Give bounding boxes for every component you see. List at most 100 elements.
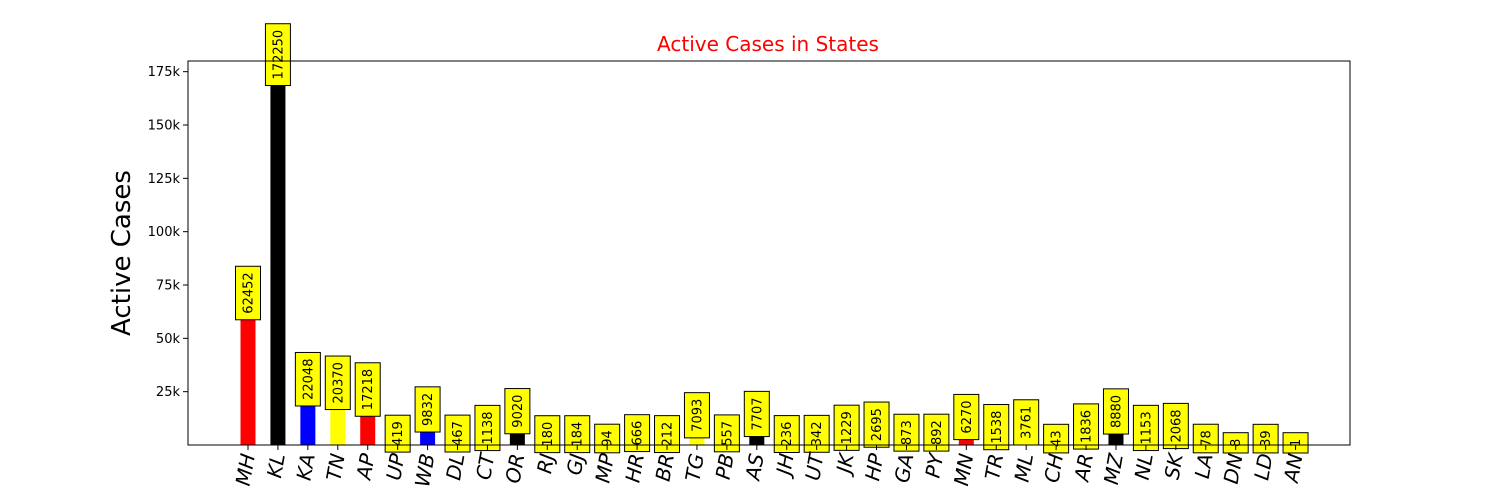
y-tick-label: 175k [148,65,181,80]
x-tick-label: TR [980,452,1008,482]
data-label: 9832 [421,393,436,426]
data-label: 8 [1229,439,1244,447]
x-tick-label: PY [920,450,948,480]
data-label: 3761 [1020,406,1035,439]
data-label: 419 [391,421,406,446]
data-label-box [264,23,291,87]
data-label: 6270 [960,400,975,433]
x-tick-label: JH [771,452,799,481]
y-tick-label: 50k [156,332,181,347]
data-label: 873 [900,420,915,445]
x-tick-label: GA [890,452,919,485]
x-tick-label: CT [471,450,499,482]
data-label: 1 [1289,439,1304,447]
y-tick-label: 75k [156,279,181,294]
x-tick-label: DL [441,452,469,482]
x-tick-label: RJ [532,452,559,476]
x-tick-label: DN [1219,452,1248,486]
plot-frame [187,60,1351,446]
bar-ap [360,408,376,445]
y-tick-label: 25k [156,385,181,400]
x-tick-label: LA [1190,452,1218,481]
x-tick-label: PB [711,452,739,482]
x-tick-label: MH [231,452,260,488]
data-label: 467 [451,421,466,446]
data-label: 9020 [511,395,526,428]
data-label: 2695 [870,408,885,441]
x-tick-label: UP [381,451,409,482]
x-tick-label: JK [831,450,859,479]
data-label: 43 [1050,430,1065,447]
data-label-box [683,392,710,439]
data-label: 78 [1199,430,1214,447]
x-tick-label: SK [1160,450,1188,481]
data-label-box [1222,432,1249,454]
data-label: 1153 [1139,411,1154,444]
y-tick-label: 150k [148,119,181,134]
x-axis: MH KL KA TN AP UP WB DL CT OR RJ GJ MP HR BR TG PB AS JH UT… [231,445,1308,489]
data-label-box [1102,388,1129,435]
y-tick-label: 125k [148,172,181,187]
x-tick-label: GJ [562,452,589,477]
data-label: 180 [541,422,556,447]
data-label-box [953,393,980,441]
data-label-box [743,390,770,438]
data-label: 666 [631,421,646,446]
data-label: 62452 [242,272,257,313]
data-label-box [1282,432,1309,454]
data-labels: 62452 172250 22048 20370 17218 419 9832 467 1138… [235,23,1309,454]
bar-mh [240,311,256,445]
bars [240,77,1304,446]
data-label-box [1073,403,1100,450]
data-label-box [1132,404,1159,452]
bar-tn [330,401,346,445]
x-tick-label: AP [351,451,380,483]
y-axis: 25k 50k 75k 100k 125k 150k 175k [148,65,188,400]
bar-kl [270,77,286,446]
x-tick-label: WB [410,452,439,489]
data-label: 8880 [1109,395,1124,428]
data-label: 1538 [990,411,1005,444]
data-label: 7707 [750,397,765,430]
data-label: 342 [810,421,825,446]
data-label-box [354,362,381,417]
data-label: 172250 [271,30,286,80]
x-tick-label: TG [680,452,708,483]
data-label: 2068 [1169,409,1184,442]
data-label: 17218 [361,369,376,410]
x-tick-label: MN [949,452,978,488]
x-tick-label: LD [1249,452,1277,482]
x-tick-label: HP [860,451,889,483]
data-label-box [1162,402,1189,450]
data-label-box [983,404,1010,451]
x-tick-label: MZ [1099,450,1128,486]
x-tick-label: KL [262,452,290,480]
data-label-box [863,401,890,448]
x-tick-label: BR [651,452,679,483]
x-tick-label: ML [1010,452,1039,484]
data-label-box [474,404,501,452]
data-label-box [444,414,471,453]
x-tick-label: OR [501,452,530,485]
data-label: 20370 [331,362,346,403]
bar-ka [300,397,316,445]
x-tick-label: MP [590,451,619,485]
data-label: 22048 [301,359,316,400]
x-tick-label: KA [291,452,319,483]
x-tick-label: NL [1130,452,1158,482]
data-label: 557 [720,421,735,446]
x-tick-label: AR [1069,452,1098,485]
data-label-box [504,388,531,435]
x-tick-label: AN [1279,452,1308,486]
data-label: 184 [571,422,586,447]
x-tick-label: AS [740,451,769,483]
data-label: 212 [661,422,676,447]
data-label: 1229 [840,411,855,444]
data-label-box [414,386,441,433]
data-label: 1138 [481,411,496,444]
chart-title: Active Cases in States [657,32,879,56]
x-tick-label: HR [620,452,649,485]
data-label-box [324,355,351,411]
y-axis-label: Active Cases [107,170,137,336]
